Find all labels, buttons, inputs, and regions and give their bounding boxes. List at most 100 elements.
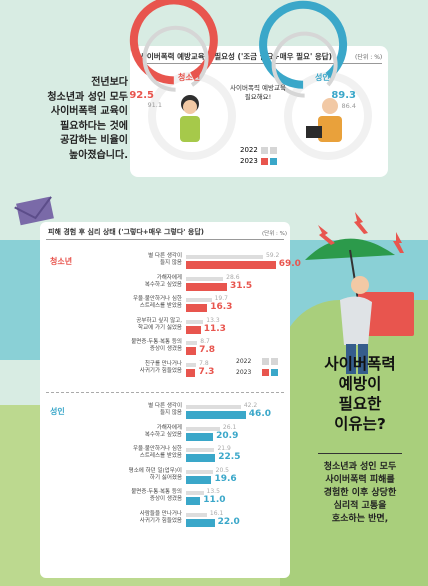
value-2023: 11.0 xyxy=(203,495,226,505)
legend-2023-adult-swatch xyxy=(270,158,277,165)
bar-2023 xyxy=(186,325,201,334)
bar-2022 xyxy=(186,426,220,431)
youth-label: 청소년 xyxy=(178,73,201,82)
category-label-line: 불면증·두통·복통 등의 xyxy=(131,489,182,495)
category-label-line: 별 다른 생각이 xyxy=(148,403,182,409)
value-2022: 19.7 xyxy=(214,295,228,302)
youth-group-label: 청소년 xyxy=(50,257,73,266)
category-label: 별 다른 생각이 들지 않음 xyxy=(80,253,182,267)
bar-2022 xyxy=(186,319,204,324)
value-2022: 7.8 xyxy=(199,359,209,367)
closing-line: 경험한 이후 상당한 xyxy=(323,488,397,498)
top-chart-title: 사이버폭력 예방교육의 필요성 ('조금 필요+매우 필요' 응답) xyxy=(140,52,333,61)
bubble-text: 사이버폭력 예방교육 필요해요! xyxy=(222,84,294,102)
legend-2022-label: 2022 xyxy=(236,358,252,365)
value-2022: 26.1 xyxy=(222,423,237,431)
bar-2022 xyxy=(186,362,197,367)
bar-2023 xyxy=(186,282,227,291)
category-label-line: 친구를 만나거나 xyxy=(144,360,182,367)
category-label-line: 복수하고 싶었음 xyxy=(144,431,182,438)
closing-line: 호소하는 반면, xyxy=(331,514,389,524)
bar-2022 xyxy=(186,298,212,302)
bubble-line: 사이버폭력 예방교육 xyxy=(230,84,286,92)
bar-2022 xyxy=(186,491,204,495)
bar-2022 xyxy=(186,512,207,517)
category-label: 불면증·두통·복통 등의 증상이 생겼음 xyxy=(80,339,182,353)
top-chart-unit: (단위 : %) xyxy=(355,54,383,61)
side-text-line: 청소년과 성인 모두 xyxy=(47,91,128,103)
category-label-line: 사람들을 만나거나 xyxy=(139,510,182,517)
value-2023: 20.9 xyxy=(216,430,239,441)
bar-chart-card xyxy=(40,222,290,578)
category-label: 평소에 하던 일(업무)이 하기 싫어졌음 xyxy=(80,468,182,482)
category-label: 가해자에게 복수하고 싶었음 xyxy=(80,275,182,289)
divider xyxy=(138,63,382,64)
closing-line: 심리적 고통을 xyxy=(333,501,387,511)
bar-2023 xyxy=(186,304,208,312)
legend-2023-adult-swatch xyxy=(271,369,278,376)
legend-2022-label: 2022 xyxy=(240,146,258,154)
headline: 사이버폭력 예방이 필요한 이유는? xyxy=(296,354,424,434)
category-label: 우울·불안하거나 심한 스트레스를 받았음 xyxy=(80,446,182,460)
donut-value-2023: 89.3 xyxy=(331,90,356,101)
category-label-line: 들지 않음 xyxy=(160,260,182,266)
category-label-line: 가해자에게 xyxy=(156,274,182,281)
category-label: 친구를 만나거나 사귀기가 힘들었음 xyxy=(80,361,182,375)
bar-2022 xyxy=(186,448,215,452)
category-label-line: 사귀기가 힘들었음 xyxy=(139,517,182,524)
value-2023: 16.3 xyxy=(210,302,233,312)
category-label-line: 우울·불안하거나 심한 xyxy=(132,446,182,452)
category-label: 우울·불안하거나 심한 스트레스를 받았음 xyxy=(80,296,182,310)
category-label-line: 사귀기가 힘들었음 xyxy=(139,367,182,374)
legend-2023-label: 2023 xyxy=(236,369,252,376)
value-2022: 42.2 xyxy=(243,402,258,409)
bar-2023 xyxy=(186,411,246,419)
bar-2023 xyxy=(186,261,276,269)
value-2022: 13.3 xyxy=(206,316,220,324)
category-label: 사람들을 만나거나 사귀기가 힘들었음 xyxy=(80,511,182,525)
value-2022: 13.5 xyxy=(206,488,220,495)
category-label: 가해자에게 복수하고 싶었음 xyxy=(80,425,182,439)
category-label-line: 공부하고 싶지 않고, xyxy=(136,317,182,324)
legend-2022-swatch xyxy=(262,358,269,365)
category-label-line: 들지 않음 xyxy=(160,410,182,416)
donut-value-2022: 91.1 xyxy=(148,101,162,109)
closing-line: 사이버폭력 피해를 xyxy=(325,475,395,485)
bar-2022 xyxy=(186,276,224,281)
bar-2022 xyxy=(186,405,241,409)
adult-group-label: 성인 xyxy=(50,407,65,416)
bar-2023 xyxy=(186,432,214,441)
value-2023: 7.8 xyxy=(199,345,216,355)
value-2022: 8.7 xyxy=(200,338,210,345)
value-2023: 22.5 xyxy=(218,452,241,462)
bar-2023 xyxy=(186,347,197,355)
value-2022: 16.1 xyxy=(209,509,224,517)
bar-2023 xyxy=(186,497,201,505)
value-2022: 59.2 xyxy=(265,252,280,259)
category-label: 공부하고 싶지 않고, 학교에 가기 싫었음 xyxy=(80,318,182,332)
donut-arc-2023 xyxy=(129,0,218,85)
headline-line: 이유는? xyxy=(334,415,386,433)
legend-2022-youth-swatch xyxy=(261,147,268,154)
value-2022: 28.6 xyxy=(226,273,240,281)
value-2023: 7.3 xyxy=(198,366,215,377)
category-label: 불면증·두통·복통 등의 증상이 생겼음 xyxy=(80,489,182,503)
donut-arc-2022 xyxy=(271,31,338,98)
category-label-line: 하기 싫어졌음 xyxy=(149,474,182,481)
category-label-line: 가해자에게 xyxy=(156,424,182,431)
bar-chart-title: 피해 경험 후 심리 상태 ('그렇다+매우 그렇다' 응답) xyxy=(48,228,204,236)
category-label-line: 복수하고 싶었음 xyxy=(144,281,182,288)
headline-line: 필요한 xyxy=(338,395,382,413)
value-2022: 21.9 xyxy=(217,445,231,452)
closing-line: 청소년과 성인 모두 xyxy=(323,462,397,472)
category-label-line: 스트레스를 받았음 xyxy=(139,303,182,309)
category-label-line: 증상이 생겼음 xyxy=(149,496,182,502)
category-label-line: 평소에 하던 일(업무)이 xyxy=(128,467,182,474)
value-2023: 11.3 xyxy=(203,323,226,334)
bar-2023 xyxy=(186,368,196,377)
category-label: 별 다른 생각이 들지 않음 xyxy=(80,403,182,417)
legend-2023-youth-swatch xyxy=(262,369,269,376)
bar-2022 xyxy=(186,469,213,474)
bar-2022 xyxy=(186,341,198,345)
headline-divider xyxy=(318,453,402,454)
